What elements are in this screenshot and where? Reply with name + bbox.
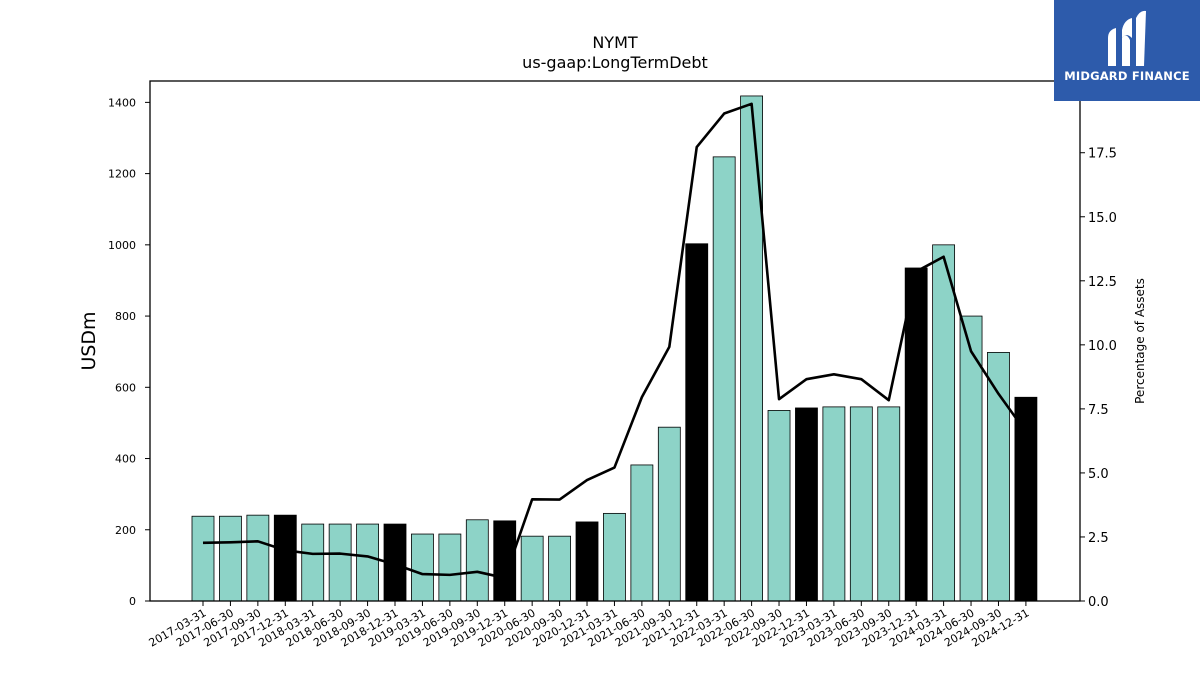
bar-2019-06-30 xyxy=(438,533,462,602)
chart-title: NYMT xyxy=(592,33,638,52)
y-tick-label-1400: 1400 xyxy=(108,96,136,109)
y-tick-label-400: 400 xyxy=(115,453,136,466)
bar-2024-12-31 xyxy=(1014,396,1038,602)
y-tick-label-200: 200 xyxy=(115,524,136,537)
bar-2018-06-30 xyxy=(328,523,352,602)
bar-2021-03-31 xyxy=(603,512,626,602)
bar-2024-09-30 xyxy=(987,351,1010,602)
bar-2021-06-30 xyxy=(630,464,654,602)
bar-2021-09-30 xyxy=(657,426,681,602)
bar-2017-09-30 xyxy=(246,514,270,602)
bar-2019-12-31 xyxy=(493,520,517,602)
y2-tick-label-10.0: 10.0 xyxy=(1088,339,1117,354)
bar-2020-09-30 xyxy=(548,535,571,602)
bar-2019-09-30 xyxy=(465,519,489,602)
bar-2017-03-31 xyxy=(191,515,215,602)
bar-2023-03-31 xyxy=(822,406,846,602)
y2-tick-label-2.5: 2.5 xyxy=(1088,531,1109,546)
y2-tick-label-17.5: 17.5 xyxy=(1088,147,1117,162)
bar-2021-12-31 xyxy=(685,243,709,602)
y-axis-label: USDm xyxy=(78,311,100,370)
y-tick-label-800: 800 xyxy=(115,310,136,323)
logo-text: MIDGARD FINANCE xyxy=(1064,69,1190,83)
bar-2022-12-31 xyxy=(795,407,818,602)
bar-2022-09-30 xyxy=(767,410,791,602)
y2-axis-label: Percentage of Assets xyxy=(1133,278,1147,404)
bar-2024-03-31 xyxy=(932,244,956,602)
bar-2020-12-31 xyxy=(575,521,599,602)
bar-2023-12-31 xyxy=(904,267,928,602)
y-tick-label-1200: 1200 xyxy=(108,168,136,181)
y2-tick-label-0.0: 0.0 xyxy=(1088,595,1109,610)
bar-2023-06-30 xyxy=(849,406,873,602)
percentage-of-assets-line xyxy=(202,102,1027,580)
chart-subtitle: us-gaap:LongTermDebt xyxy=(522,53,708,72)
y-tick-label-1000: 1000 xyxy=(108,239,136,252)
plot-frame xyxy=(149,80,1081,602)
y2-tick-label-15.0: 15.0 xyxy=(1088,211,1117,226)
y2-tick-label-5.0: 5.0 xyxy=(1088,467,1109,482)
bar-2019-03-31 xyxy=(411,533,434,602)
bar-2022-06-30 xyxy=(740,95,763,602)
bar-2018-09-30 xyxy=(356,523,379,602)
bar-2017-06-30 xyxy=(219,515,242,602)
bar-2020-06-30 xyxy=(520,535,544,602)
midgard-finance-logo: MIDGARD FINANCE xyxy=(1054,0,1200,101)
y2-tick-label-7.5: 7.5 xyxy=(1088,403,1109,418)
bars-group xyxy=(191,95,1038,602)
y-tick-label-0: 0 xyxy=(129,595,136,608)
midgard-logo-icon xyxy=(1108,10,1146,66)
bar-2024-06-30 xyxy=(959,315,983,602)
y-axis-left: 0 200 400 600 800 1000 1200 1400 xyxy=(108,96,150,608)
bar-2023-09-30 xyxy=(877,406,901,602)
y2-tick-label-12.5: 12.5 xyxy=(1088,275,1117,290)
y-axis-right: 0.0 2.5 5.0 7.5 10.0 12.5 15.0 17.5 xyxy=(1080,147,1117,610)
x-axis: 2017-03-312017-06-302017-09-302017-12-31… xyxy=(147,601,1031,650)
line-group xyxy=(202,102,1027,580)
bar-2017-12-31 xyxy=(273,514,297,602)
bar-2022-03-31 xyxy=(712,156,736,602)
bar-2018-03-31 xyxy=(301,523,325,602)
y-tick-label-600: 600 xyxy=(115,381,136,394)
